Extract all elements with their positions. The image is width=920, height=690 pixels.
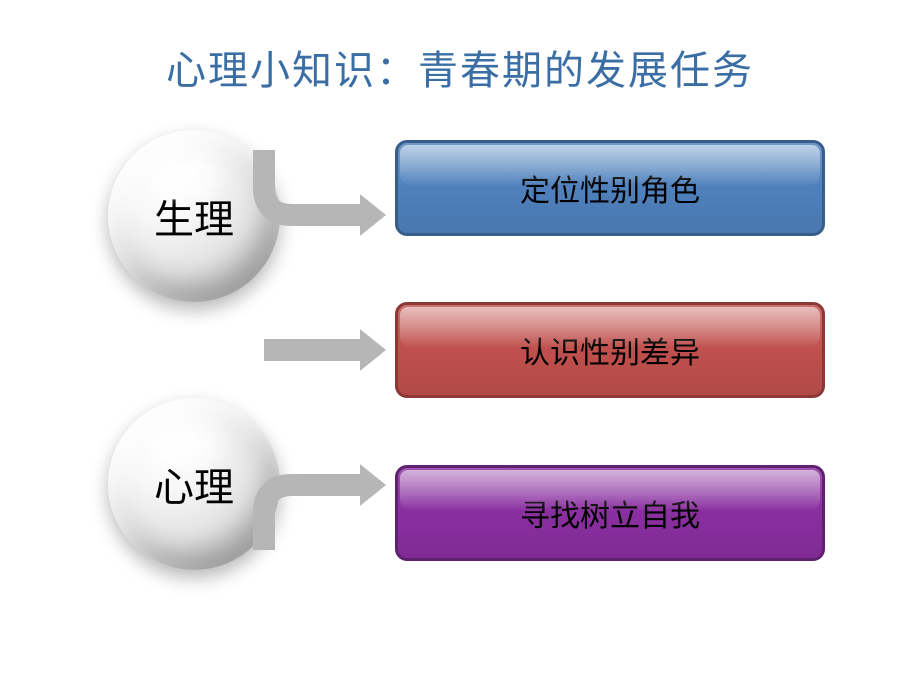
- arrow-bottom: [224, 445, 420, 590]
- arrow-top: [224, 110, 420, 255]
- sphere-label-physio: 生理: [154, 187, 234, 245]
- title-text: 心理小知识：青春期的发展任务: [166, 49, 754, 93]
- task-label: 寻找树立自我: [520, 491, 700, 535]
- task-box-gender-role: 定位性别角色: [395, 140, 825, 236]
- task-label: 定位性别角色: [520, 166, 700, 210]
- sphere-label-psych: 心理: [154, 455, 234, 513]
- arrow-middle: [224, 310, 420, 390]
- task-box-self-identity: 寻找树立自我: [395, 465, 825, 561]
- task-box-gender-diff: 认识性别差异: [395, 302, 825, 398]
- page-title: 心理小知识：青春期的发展任务: [0, 38, 920, 96]
- task-label: 认识性别差异: [520, 328, 700, 372]
